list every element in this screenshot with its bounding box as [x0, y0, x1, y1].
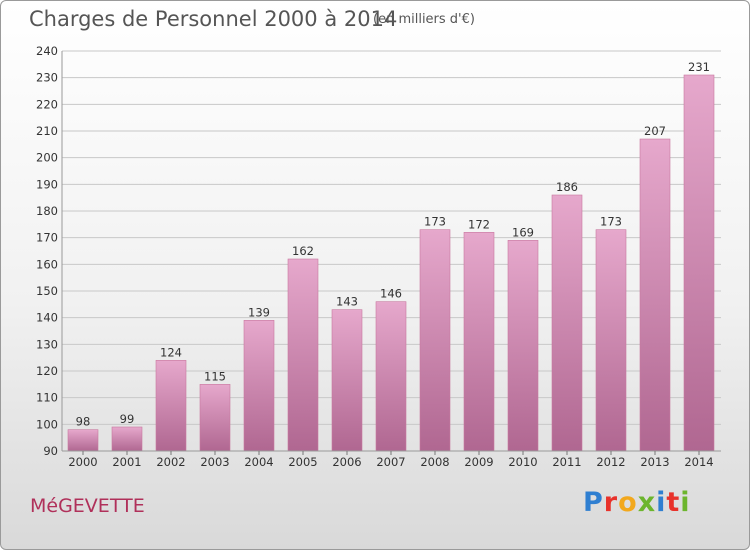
value-label: 186: [556, 180, 578, 194]
value-label: 124: [160, 345, 182, 359]
bar-2010: [507, 240, 539, 452]
y-tick-label: 170: [36, 231, 58, 245]
bars: [67, 74, 715, 452]
x-tick-label: 2014: [684, 455, 713, 469]
x-tick-label: 2011: [552, 455, 581, 469]
bar-2001: [111, 426, 143, 452]
logo-letter: P: [583, 487, 604, 518]
value-label: 115: [204, 369, 226, 383]
value-label: 98: [76, 415, 91, 429]
x-tick-label: 2008: [420, 455, 449, 469]
bar-2000: [67, 429, 99, 452]
y-tick-label: 90: [43, 444, 58, 458]
value-label: 207: [644, 124, 666, 138]
y-tick-label: 120: [36, 364, 58, 378]
y-tick-label: 220: [36, 97, 58, 111]
y-tick-label: 180: [36, 204, 58, 218]
value-label: 173: [600, 215, 622, 229]
y-tick-label: 150: [36, 284, 58, 298]
labels: 90 100 110 120 130 140 150 160 170 180 190 200 210 22…: [36, 44, 714, 469]
y-tick-label: 140: [36, 311, 58, 325]
value-label: 99: [120, 412, 135, 426]
bar-2004: [243, 320, 275, 452]
chart-subtitle: (en milliers d'€): [373, 12, 475, 27]
logo-letter: o: [618, 487, 638, 518]
logo-letter: x: [637, 487, 657, 518]
commune-name: MéGEVETTE: [30, 495, 145, 517]
y-tick-label: 210: [36, 124, 58, 138]
bar-2014: [683, 74, 715, 452]
logo-letter: i: [656, 487, 667, 518]
x-tick-label: 2000: [68, 455, 97, 469]
x-tick-label: 2003: [200, 455, 229, 469]
x-tick-label: 2013: [640, 455, 669, 469]
logo-letter: t: [666, 487, 681, 518]
x-tick-label: 2009: [464, 455, 493, 469]
value-label: 143: [336, 295, 358, 309]
axes: [61, 51, 721, 455]
bar-2009: [463, 232, 495, 452]
y-tick-label: 100: [36, 417, 58, 431]
bar-2007: [375, 301, 407, 452]
x-tick-label: 2012: [596, 455, 625, 469]
value-label: 172: [468, 217, 490, 231]
bar-2005: [287, 258, 319, 452]
bar-2003: [199, 384, 231, 452]
chart-title: Charges de Personnel 2000 à 2014: [29, 7, 398, 31]
x-tick-label: 2005: [288, 455, 317, 469]
bar-2006: [331, 309, 363, 452]
bar-2011: [551, 194, 583, 452]
x-tick-label: 2002: [156, 455, 185, 469]
x-tick-label: 2006: [332, 455, 361, 469]
value-label: 162: [292, 244, 314, 258]
x-tick-label: 2010: [508, 455, 537, 469]
y-tick-label: 200: [36, 151, 58, 165]
bar-2002: [155, 360, 187, 452]
x-tick-label: 2001: [112, 455, 141, 469]
value-label: 231: [688, 60, 710, 74]
y-tick-label: 110: [36, 391, 58, 405]
bar-2008: [419, 229, 451, 452]
value-label: 146: [380, 287, 402, 301]
bar-2012: [595, 229, 627, 452]
y-tick-label: 190: [36, 177, 58, 191]
logo-letter: r: [603, 487, 619, 518]
y-tick-label: 240: [36, 44, 58, 58]
y-tick-label: 230: [36, 71, 58, 85]
y-tick-label: 160: [36, 257, 58, 271]
x-tick-label: 2004: [244, 455, 273, 469]
value-label: 139: [248, 305, 270, 319]
proxiti-logo: Proxiti: [583, 487, 691, 518]
value-label: 173: [424, 215, 446, 229]
value-label: 169: [512, 225, 534, 239]
x-tick-label: 2007: [376, 455, 405, 469]
bar-2013: [639, 138, 671, 452]
logo-letter: i: [680, 487, 691, 518]
y-tick-label: 130: [36, 337, 58, 351]
